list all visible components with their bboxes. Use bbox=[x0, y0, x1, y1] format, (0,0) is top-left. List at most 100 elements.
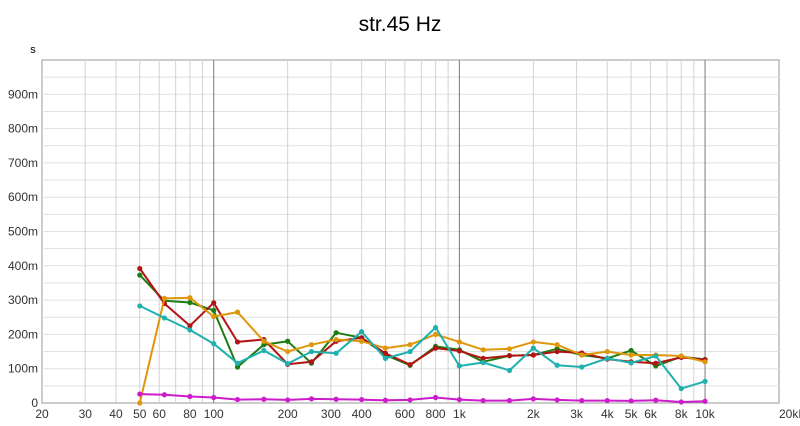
data-point bbox=[678, 399, 684, 405]
data-point bbox=[554, 397, 560, 403]
data-point bbox=[432, 394, 439, 401]
data-point bbox=[234, 309, 241, 315]
data-point bbox=[359, 329, 365, 335]
data-point bbox=[187, 295, 193, 301]
y-tick-label: 700m bbox=[8, 156, 38, 170]
data-point bbox=[333, 336, 339, 343]
data-point bbox=[604, 397, 610, 404]
series-group bbox=[137, 265, 708, 406]
data-point bbox=[382, 355, 389, 362]
data-point bbox=[161, 315, 168, 321]
data-point bbox=[308, 359, 315, 365]
data-point bbox=[456, 363, 462, 369]
x-tick-label: 300 bbox=[321, 407, 341, 421]
data-point bbox=[506, 346, 513, 352]
data-point bbox=[137, 400, 143, 406]
data-point bbox=[187, 393, 193, 400]
data-point bbox=[261, 396, 267, 402]
x-tick-label: 30 bbox=[79, 407, 93, 421]
data-point bbox=[137, 272, 143, 278]
data-point bbox=[187, 323, 193, 329]
data-point bbox=[261, 347, 267, 354]
chart-title: str.45 Hz bbox=[359, 13, 442, 36]
data-point bbox=[678, 353, 684, 359]
data-point bbox=[702, 378, 708, 384]
data-point bbox=[506, 367, 513, 374]
x-tick-label: 100 bbox=[204, 407, 224, 421]
x-tick-label: 50 bbox=[133, 407, 147, 421]
x-tick-label: 800 bbox=[426, 407, 446, 421]
data-point bbox=[187, 327, 193, 333]
data-point bbox=[628, 398, 634, 404]
series-line bbox=[139, 393, 706, 403]
x-tick-label: 600 bbox=[395, 407, 415, 421]
data-point bbox=[480, 347, 486, 353]
data-point bbox=[554, 348, 560, 355]
data-point bbox=[382, 350, 389, 356]
y-tick-label: 300m bbox=[8, 293, 38, 307]
data-point bbox=[261, 338, 267, 344]
x-axis-ticks: 20 30 40 50 60 80 100 200 300 400 600 800 1k 2k 3k 4k 5k… bbox=[35, 407, 800, 421]
data-point bbox=[187, 299, 193, 306]
data-point bbox=[579, 352, 585, 358]
data-point bbox=[432, 345, 439, 351]
x-tick-label: 20 bbox=[35, 407, 49, 421]
data-point bbox=[308, 342, 315, 348]
data-point bbox=[211, 313, 217, 320]
y-tick-label: 500m bbox=[8, 225, 38, 239]
y-tick-label: 400m bbox=[8, 259, 38, 273]
grid bbox=[42, 60, 779, 403]
data-point bbox=[432, 324, 439, 331]
data-point bbox=[407, 361, 413, 368]
x-tick-label: 1k bbox=[453, 407, 467, 421]
data-point bbox=[137, 265, 143, 272]
data-point bbox=[678, 385, 684, 392]
data-point bbox=[333, 350, 339, 356]
data-point bbox=[554, 342, 560, 348]
data-point bbox=[628, 347, 634, 354]
data-point bbox=[653, 360, 659, 366]
data-point bbox=[628, 360, 634, 366]
data-point bbox=[234, 364, 241, 370]
data-point bbox=[604, 355, 610, 362]
series-5 bbox=[137, 391, 708, 405]
x-tick-label: 60 bbox=[153, 407, 167, 421]
data-point bbox=[456, 396, 462, 403]
data-point bbox=[137, 303, 143, 309]
y-tick-label: 100m bbox=[8, 362, 38, 376]
x-tick-label: 8k bbox=[675, 407, 689, 421]
x-tick-label: 3k bbox=[570, 407, 584, 421]
data-point bbox=[530, 352, 536, 358]
data-point bbox=[359, 396, 365, 403]
data-point bbox=[382, 397, 389, 403]
data-point bbox=[604, 348, 610, 355]
data-point bbox=[579, 364, 585, 370]
data-point bbox=[702, 398, 708, 404]
x-tick-label: 2k bbox=[527, 407, 541, 421]
y-tick-label: 900m bbox=[8, 87, 38, 101]
data-point bbox=[161, 295, 168, 301]
data-point bbox=[211, 394, 217, 401]
x-tick-label: 10k bbox=[695, 407, 715, 421]
x-tick-label: 20kHz bbox=[779, 407, 800, 421]
data-point bbox=[506, 353, 513, 359]
data-point bbox=[333, 396, 339, 402]
y-tick-label: 200m bbox=[8, 327, 38, 341]
data-point bbox=[359, 338, 365, 344]
y-axis-ticks: 0 100m 200m 300m 400m 500m 600m 700m 800m 900m bbox=[8, 87, 38, 410]
data-point bbox=[333, 330, 339, 336]
data-point bbox=[137, 391, 143, 397]
data-point bbox=[530, 345, 536, 351]
data-point bbox=[211, 300, 217, 306]
data-point bbox=[308, 348, 315, 355]
data-point bbox=[234, 339, 241, 345]
data-point bbox=[506, 397, 513, 404]
data-point bbox=[407, 397, 413, 403]
data-point bbox=[407, 342, 413, 348]
data-point bbox=[211, 307, 217, 313]
y-tick-label: 0 bbox=[31, 396, 38, 410]
data-point bbox=[480, 397, 486, 404]
x-tick-label: 200 bbox=[278, 407, 298, 421]
data-point bbox=[579, 397, 585, 404]
